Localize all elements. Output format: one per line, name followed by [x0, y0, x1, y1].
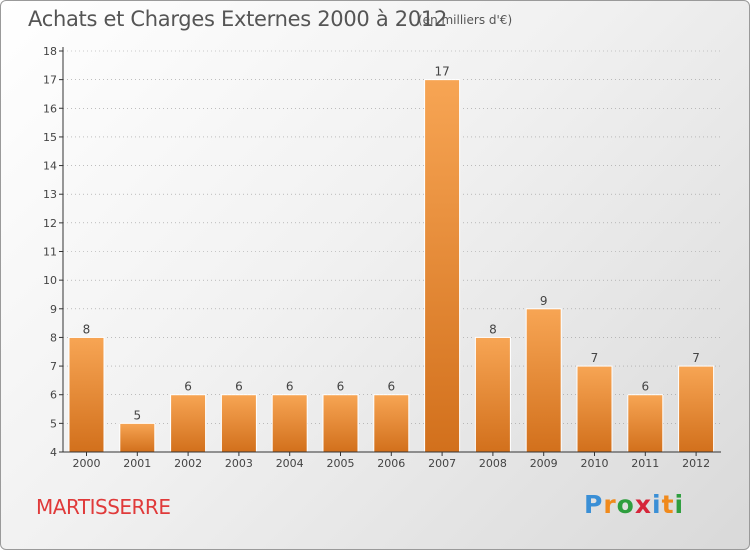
x-tick-label: 2009	[530, 457, 558, 470]
y-tick-label: 9	[50, 303, 57, 316]
y-tick-label: 13	[43, 188, 57, 201]
bar-value-label: 6	[641, 380, 649, 394]
bar-value-label: 6	[235, 380, 243, 394]
bar-value-label: 17	[434, 65, 449, 79]
bar	[322, 394, 359, 453]
x-tick-label: 2008	[479, 457, 507, 470]
logo-letter: r	[603, 490, 617, 519]
bar-value-label: 7	[692, 351, 700, 365]
bar	[424, 79, 461, 453]
bar	[373, 394, 410, 453]
y-tick-label: 16	[43, 102, 57, 115]
y-tick-label: 12	[43, 217, 57, 230]
y-tick-label: 14	[43, 160, 57, 173]
bar-value-label: 9	[540, 294, 548, 308]
logo-letter: x	[634, 490, 652, 519]
bar-value-label: 6	[286, 380, 294, 394]
y-tick-label: 17	[43, 74, 57, 87]
bar	[68, 336, 105, 453]
y-tick-label: 8	[50, 331, 57, 344]
bar-value-label: 6	[387, 380, 395, 394]
bar	[119, 422, 156, 453]
bar	[170, 394, 207, 453]
bar	[627, 394, 664, 453]
bar	[271, 394, 308, 453]
labels: 4 5 6 7 8 9 10 11 12 13 14 15 16 17 18 8 2000 5 2001 6 2002 6…	[43, 45, 710, 470]
x-tick-label: 2002	[174, 457, 202, 470]
bars	[68, 79, 715, 453]
y-tick-label: 4	[50, 446, 57, 459]
x-tick-label: 2006	[377, 457, 405, 470]
bar-value-label: 7	[591, 351, 599, 365]
y-tick-label: 10	[43, 274, 57, 287]
logo-letter: i	[674, 490, 685, 519]
bar	[678, 365, 715, 453]
bar-value-label: 8	[83, 322, 91, 336]
x-tick-label: 2004	[276, 457, 304, 470]
x-tick-label: 2010	[581, 457, 609, 470]
bar-value-label: 6	[337, 380, 345, 394]
commune-name: MARTISSERRE	[36, 495, 171, 519]
x-tick-label: 2007	[428, 457, 456, 470]
x-tick-label: 2005	[327, 457, 355, 470]
bar	[576, 365, 613, 453]
y-tick-label: 11	[43, 246, 57, 259]
bar	[220, 394, 257, 453]
bar	[525, 308, 562, 453]
y-tick-label: 15	[43, 131, 57, 144]
chart-subtitle: (en milliers d'€)	[418, 13, 513, 27]
bar-value-label: 5	[133, 408, 141, 422]
x-tick-label: 2000	[73, 457, 101, 470]
y-tick-label: 7	[50, 360, 57, 373]
logo-letter: o	[616, 490, 635, 519]
y-tick-label: 18	[43, 45, 57, 58]
proxiti-logo: Proxiti	[584, 490, 684, 519]
y-tick-label: 6	[50, 389, 57, 402]
x-tick-label: 2001	[123, 457, 151, 470]
logo-letter: i	[652, 490, 662, 519]
logo-letter: t	[661, 490, 675, 519]
chart-title: Achats et Charges Externes 2000 à 2012	[28, 7, 448, 31]
y-tick-label: 5	[50, 417, 57, 430]
x-tick-label: 2012	[682, 457, 710, 470]
x-tick-label: 2011	[631, 457, 659, 470]
bar-value-label: 8	[489, 322, 497, 336]
bar	[474, 336, 511, 453]
logo-letter: P	[584, 490, 604, 519]
x-tick-label: 2003	[225, 457, 253, 470]
bar-value-label: 6	[184, 380, 192, 394]
axes	[59, 47, 721, 456]
